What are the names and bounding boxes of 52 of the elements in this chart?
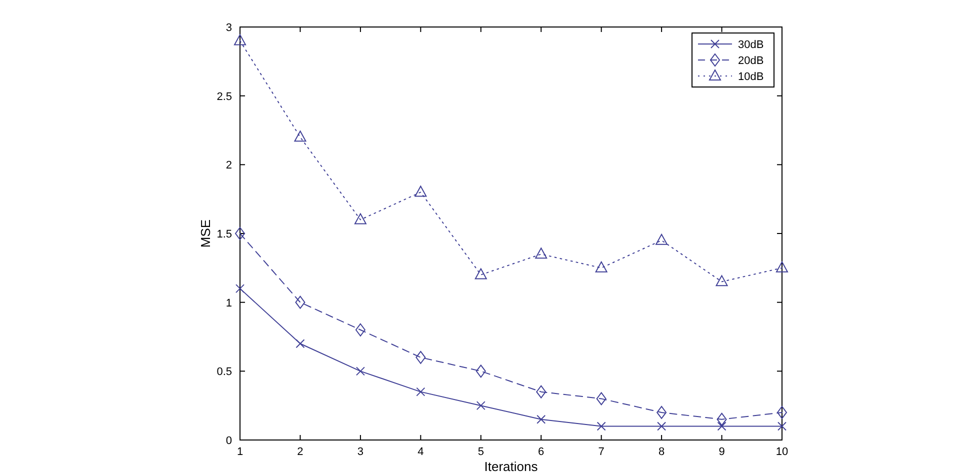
y-tick-label: 1 [226,297,232,310]
legend-label: 30dB [738,39,764,51]
point [717,422,726,431]
point [236,284,244,294]
x-tick-label: 7 [598,446,604,458]
point [536,385,546,398]
point [295,296,306,309]
point [716,412,727,426]
x-axis-title: Iterations [484,459,538,474]
x-tick-label: 2 [297,446,304,458]
x-tick-label: 1 [236,446,244,458]
x-tick-label: 9 [718,446,725,458]
point [356,366,365,376]
x-tick-label: 3 [357,446,364,458]
point [776,261,788,272]
point [234,34,246,46]
y-tick-label: 3 [226,22,232,34]
point [535,248,548,259]
point [595,261,608,272]
point [474,268,487,280]
point [656,234,668,245]
y-tick-label: 2.5 [216,90,232,103]
y-axis-title: MSE [198,219,213,248]
y-tick-label: 1.5 [216,228,232,240]
point [414,186,427,197]
point [354,213,366,224]
y-tick-label: 2 [226,160,232,172]
point [416,387,426,396]
point [716,275,728,286]
x-tick-label: 6 [538,446,544,458]
point [778,422,786,431]
point [294,130,306,142]
point [777,406,787,419]
point [596,422,606,431]
point [355,323,366,336]
point [656,406,667,419]
y-tick-label: 0 [226,435,232,447]
point [476,401,486,410]
point [596,392,606,406]
point [235,227,245,240]
y-tick-label: 0.5 [216,366,232,378]
point [476,364,486,378]
x-tick-label: 10 [776,446,788,458]
point [536,414,546,424]
x-tick-label: 4 [418,446,424,458]
legend-label: 20dB [738,55,764,67]
point [296,339,305,348]
point [657,422,666,431]
x-tick-label: 8 [658,446,665,458]
point [416,350,426,364]
x-tick-label: 5 [478,446,484,458]
legend-label: 10dB [738,71,764,83]
